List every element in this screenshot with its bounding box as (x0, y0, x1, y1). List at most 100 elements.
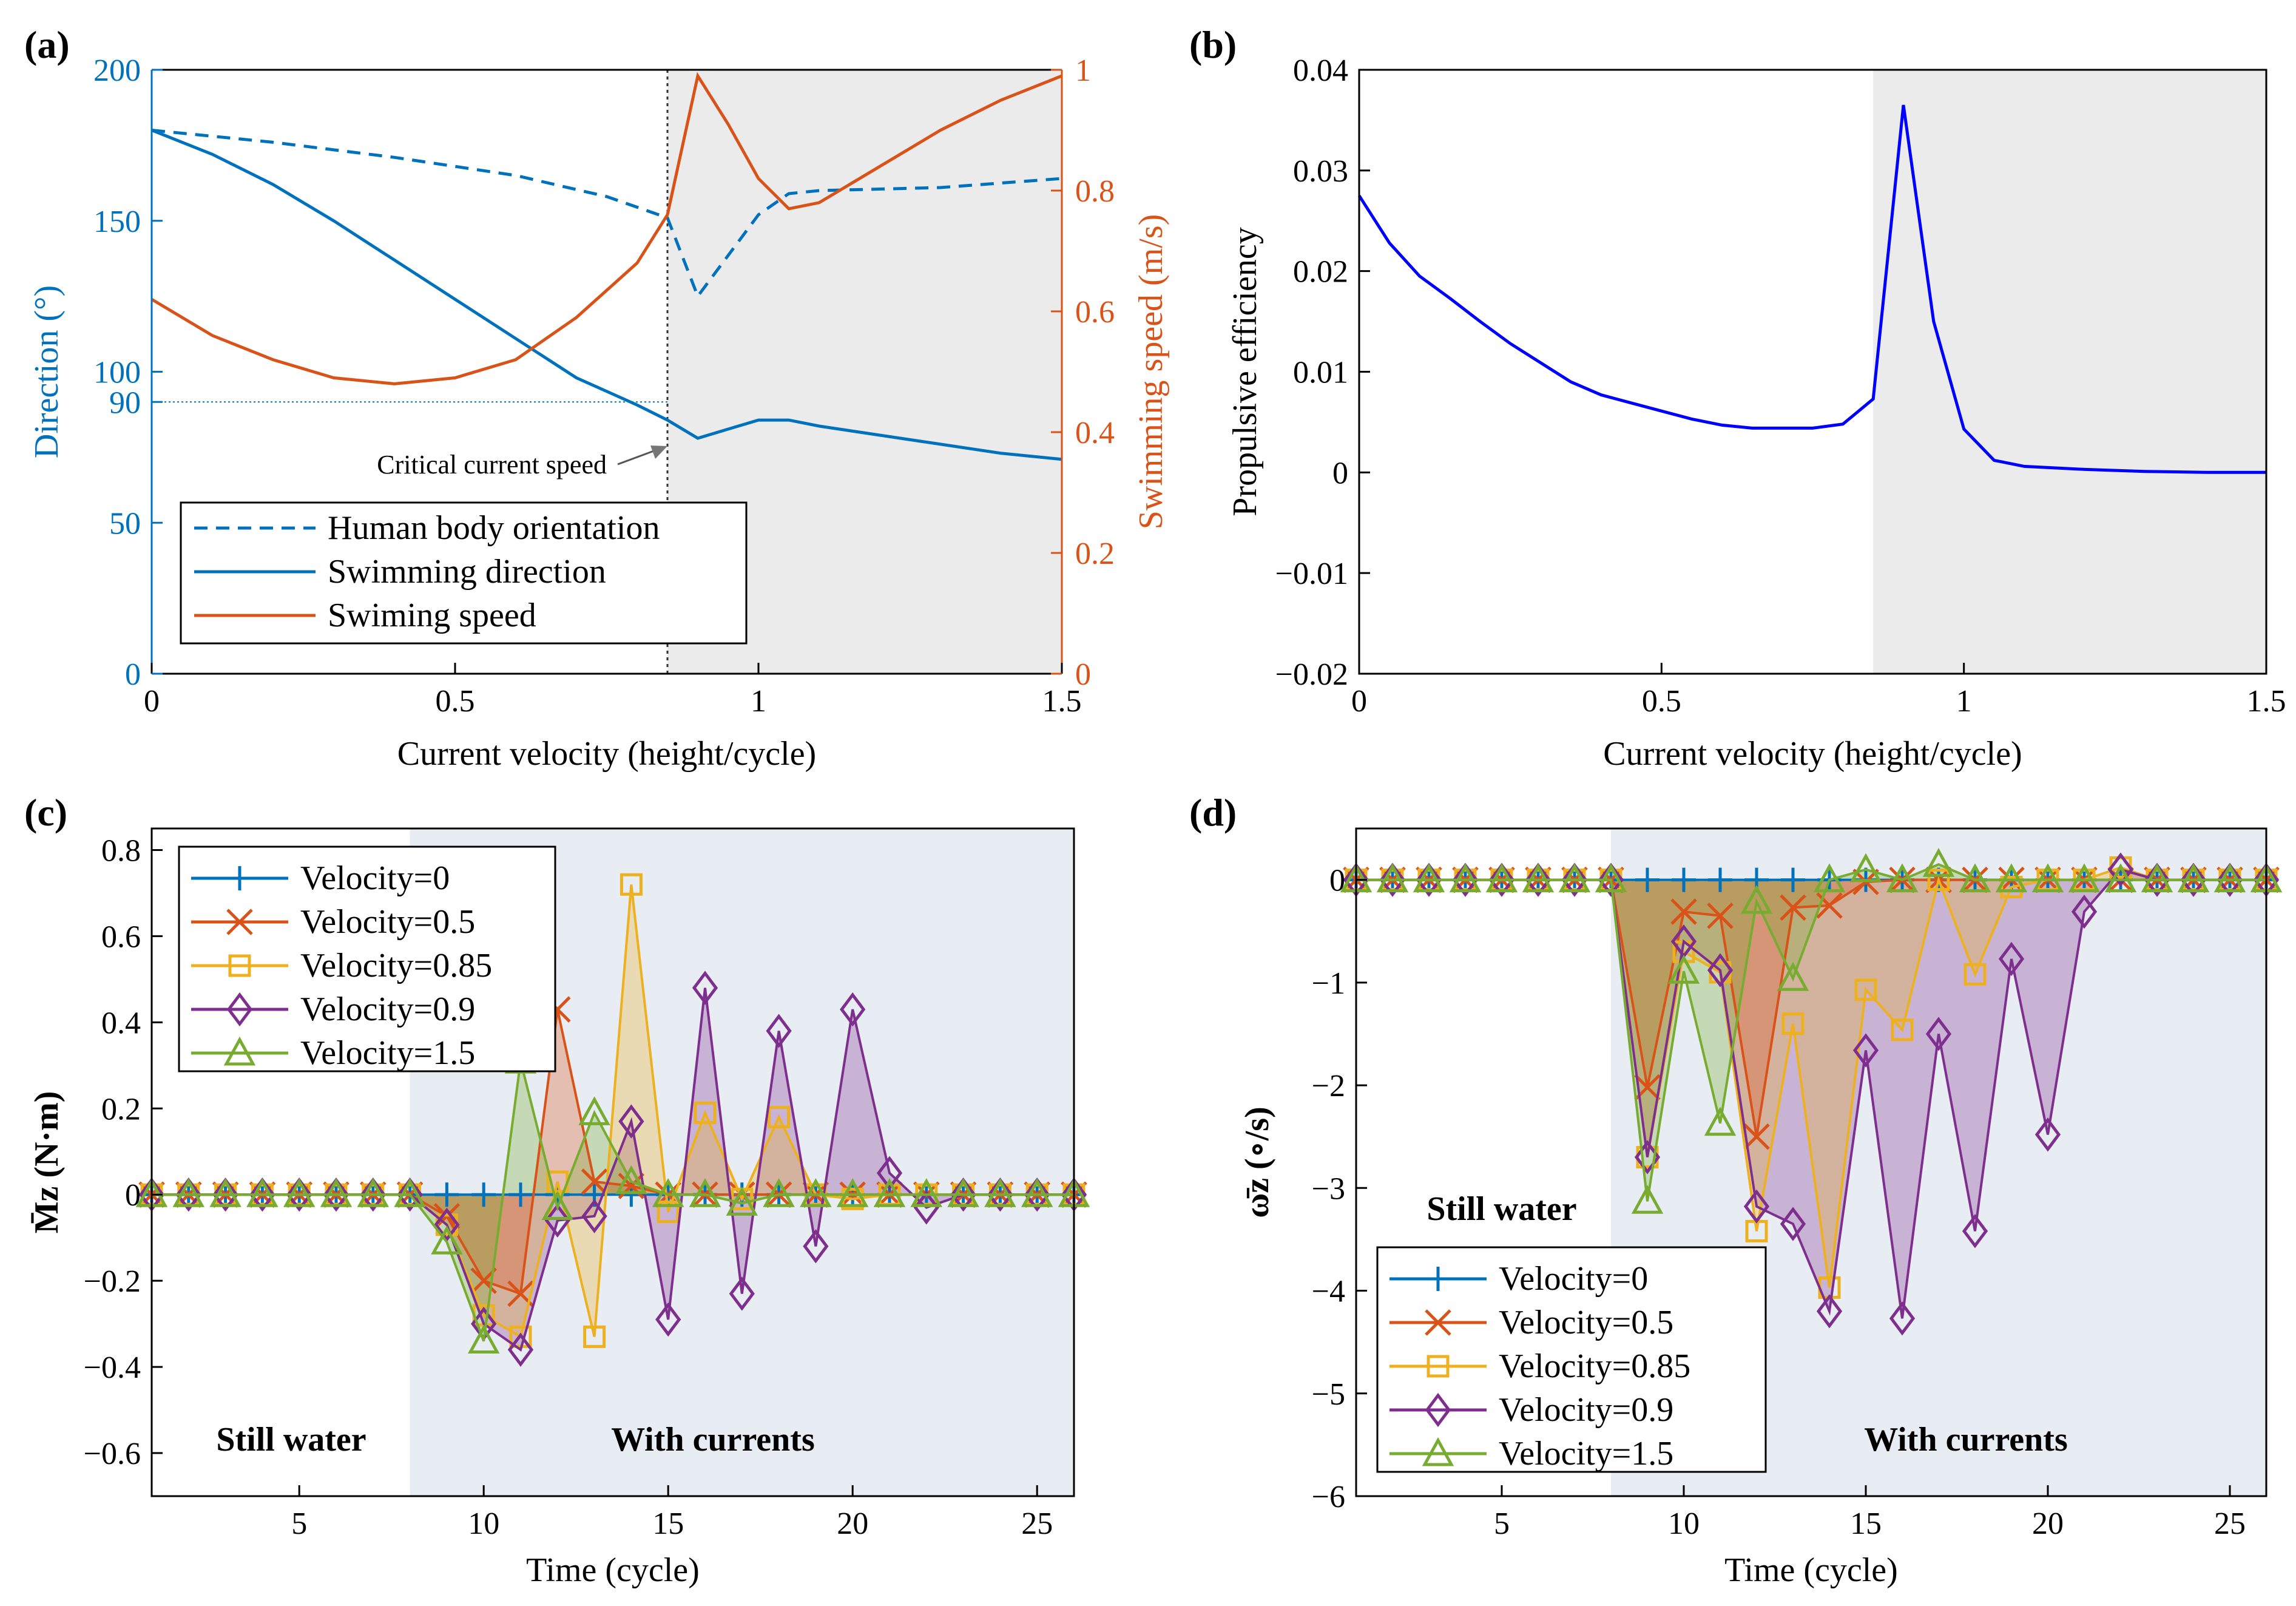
x-tick-label: 25 (2214, 1506, 2246, 1541)
data-point (1635, 867, 1660, 892)
data-point (766, 1014, 792, 1048)
data-point (800, 1178, 832, 1207)
data-point (1452, 862, 1479, 897)
y-tick-label: −0.2 (84, 1264, 141, 1299)
y-tick-label: −6 (1312, 1480, 1345, 1514)
data-point (1558, 863, 1591, 893)
data-point (286, 1177, 312, 1212)
data-point (1777, 961, 1809, 991)
data-point (246, 1178, 279, 1207)
data-point (1927, 869, 1950, 892)
y-tick-label: 0 (125, 657, 141, 692)
panel-label: (b) (1189, 23, 1237, 66)
data-point (471, 1182, 496, 1207)
panel-c: 5 10 15 20 25 Time (cycle) −0.6 −0.4 −0.2 0 0.2 0.4… (24, 791, 1090, 1589)
data-point (320, 1178, 353, 1207)
data-point (172, 1178, 205, 1207)
legend-entry: Velocity=0 (300, 859, 450, 897)
data-point (1704, 1106, 1737, 1136)
data-point (2144, 862, 2170, 897)
series-fill-3 (152, 988, 1074, 1350)
data-point (910, 1178, 943, 1207)
data-point (1670, 898, 1697, 925)
data-point (1886, 863, 1919, 893)
series-fill-2 (1356, 867, 2266, 1288)
data-point (1708, 867, 1732, 892)
data-point (873, 1178, 906, 1207)
shaded-region (1873, 70, 2266, 674)
legend-entry: Swimming direction (328, 553, 606, 591)
x-tick-label: 20 (837, 1506, 868, 1541)
data-point (694, 1101, 717, 1124)
legend-marker (223, 1036, 256, 1066)
legend-marker (228, 954, 251, 977)
y-tick-label: 0.03 (1293, 154, 1348, 189)
annotation-arrow-shaft (617, 449, 656, 466)
data-point (1488, 862, 1515, 897)
x-tick-label: 0 (144, 684, 160, 719)
data-point (2141, 863, 2173, 893)
data-point (1561, 862, 1588, 897)
data-point (984, 1178, 1016, 1207)
still-water-label: Still water (216, 1421, 366, 1459)
data-point (729, 1276, 755, 1311)
data-point (1707, 953, 1734, 988)
legend-marker (1426, 1267, 1450, 1291)
data-point (1849, 853, 1882, 883)
x-tick-label: 1 (1956, 684, 1972, 719)
x-tick-label: 20 (2032, 1506, 2064, 1541)
x-tick-label: 25 (1021, 1506, 1053, 1541)
efficiency-line (1357, 104, 2266, 474)
data-point (657, 1201, 680, 1224)
data-point (2213, 863, 2246, 893)
data-point (1598, 862, 1624, 897)
x-tick-label: 15 (1850, 1506, 1882, 1541)
legend-box (1376, 1246, 1767, 1473)
legend-marker (226, 909, 253, 935)
data-point (1485, 863, 1518, 893)
data-point (689, 1178, 721, 1207)
data-point (2107, 852, 2134, 887)
data-point (2177, 863, 2210, 893)
y-tick-label: −0.02 (1275, 657, 1348, 692)
data-point (2104, 863, 2137, 893)
y-tick-label: 1 (1075, 53, 1091, 88)
legend-entry: Human body orientation (328, 509, 660, 547)
data-point (578, 1096, 610, 1125)
data-point (2180, 862, 2207, 897)
data-point (1416, 862, 1442, 897)
legend: Human body orientation Swimming direction… (180, 501, 748, 645)
data-point (1781, 1012, 1805, 1035)
data-point (541, 1191, 574, 1221)
data-point (434, 1182, 459, 1207)
data-point (950, 1177, 976, 1212)
legend-entry: Velocity=1.5 (300, 1034, 475, 1072)
data-point (1743, 1189, 1770, 1224)
y-axis-label: ω̄z (∘/s) (1238, 1106, 1276, 1218)
y-tick-label: −0.01 (1275, 557, 1348, 591)
data-point (507, 1332, 534, 1367)
data-point (1781, 867, 1805, 892)
data-point (1525, 862, 1551, 897)
data-point (431, 1225, 463, 1255)
data-point (652, 1178, 684, 1207)
legend-marker (1427, 1355, 1450, 1378)
data-point (467, 1324, 500, 1354)
x-tick-label: 10 (1668, 1506, 1700, 1541)
legend-box (178, 845, 556, 1072)
data-point (175, 1177, 201, 1212)
legend-marker (228, 866, 252, 890)
data-point (1024, 1177, 1050, 1212)
y-tick-label: 50 (109, 506, 141, 541)
panel-b: 0 0.5 1 1.5 Current velocity (height/cycle) −… (1189, 23, 2286, 773)
still-water-label: Still water (1427, 1190, 1576, 1228)
x-axis-label: Time (cycle) (1724, 1551, 1898, 1589)
y-tick-label: −1 (1312, 966, 1345, 1001)
y-tick-label: 0.01 (1293, 356, 1348, 390)
y-tick-label: 0 (1332, 456, 1348, 490)
x-tick-label: 0.5 (1642, 684, 1681, 719)
with-currents-label: With currents (1864, 1421, 2067, 1459)
right-y-axis-label: Swimming speed (m/s) (1132, 214, 1170, 530)
x-axis-label: Current velocity (height/cycle) (397, 735, 816, 773)
